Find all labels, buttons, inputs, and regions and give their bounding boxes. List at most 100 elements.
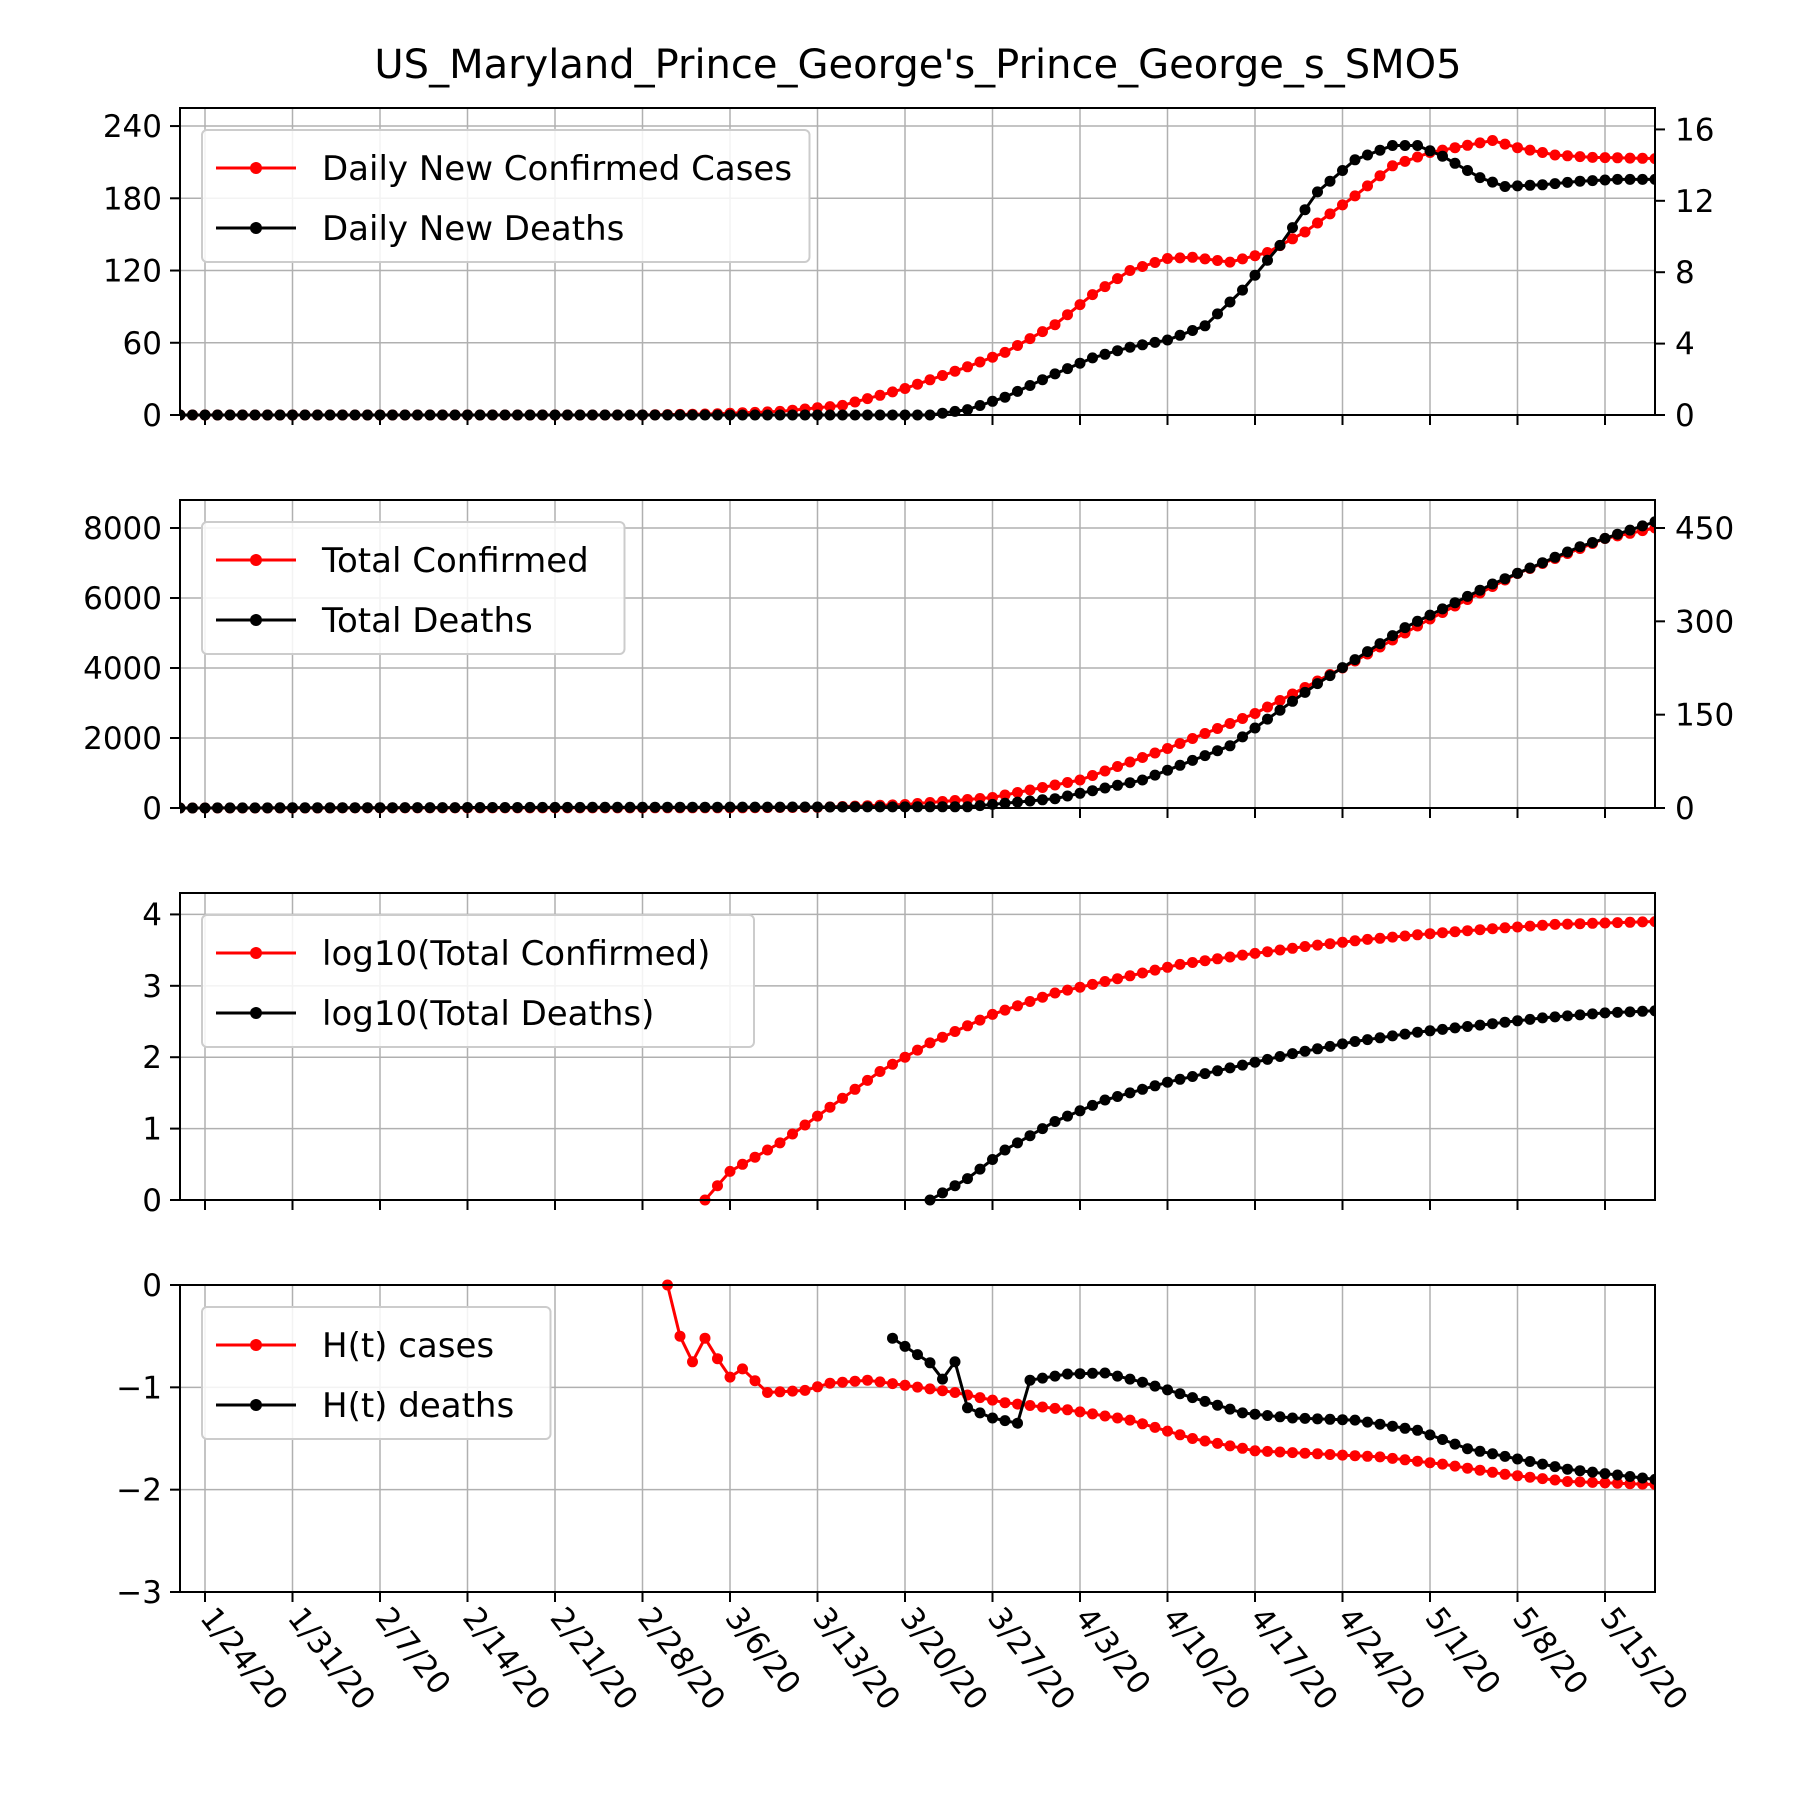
data-point: [912, 801, 923, 813]
data-point: [912, 1381, 923, 1393]
data-point: [1137, 261, 1148, 272]
data-point: [1474, 172, 1486, 184]
data-point: [1037, 991, 1048, 1003]
data-point: [1299, 941, 1311, 952]
data-point: [1074, 774, 1086, 786]
data-point: [1387, 1452, 1398, 1464]
data-point: [962, 801, 973, 813]
data-point: [1487, 923, 1498, 935]
data-point: [962, 1402, 973, 1414]
series-group: [699, 916, 1655, 1206]
data-point: [812, 1381, 823, 1393]
data-point: [1099, 348, 1111, 360]
data-point: [1537, 147, 1548, 158]
plot-frame: [179, 1284, 1656, 1593]
x-tick-label: 2/21/20: [543, 1601, 645, 1717]
data-point: [1512, 1015, 1523, 1027]
data-point: [1499, 573, 1511, 585]
data-point: [1349, 154, 1361, 166]
x-tick-label: 4/24/20: [1330, 1601, 1432, 1717]
data-point: [1474, 1464, 1486, 1476]
data-point: [1124, 970, 1136, 982]
data-point: [912, 1044, 923, 1056]
legend-box: [201, 129, 811, 263]
data-point: [1624, 173, 1636, 185]
data-point: [1412, 929, 1423, 941]
data-point: [1087, 1367, 1098, 1379]
data-point: [1599, 1007, 1611, 1019]
data-point: [1187, 754, 1198, 766]
data-point: [1312, 1043, 1323, 1055]
data-point: [1112, 1370, 1123, 1382]
data-point: [1349, 190, 1361, 202]
y-tick-label: 1: [142, 1112, 162, 1148]
data-point: [999, 789, 1011, 801]
data-point: [1112, 1412, 1123, 1424]
data-point: [1449, 142, 1461, 154]
data-point: [1412, 140, 1423, 151]
data-point: [949, 1356, 961, 1368]
data-point: [1324, 175, 1336, 187]
data-point: [887, 801, 898, 813]
data-point: [1412, 615, 1423, 627]
data-point: [1187, 957, 1198, 968]
data-point: [1099, 1094, 1111, 1106]
data-point: [1174, 1388, 1186, 1400]
data-point: [1049, 368, 1061, 380]
data-point: [1024, 1130, 1036, 1142]
data-point: [1074, 357, 1086, 369]
data-point: [1274, 1051, 1286, 1062]
data-point: [1337, 936, 1348, 948]
data-point: [987, 1154, 998, 1165]
data-point: [1237, 731, 1248, 743]
data-point: [924, 1037, 936, 1049]
data-point: [1449, 597, 1461, 609]
data-point: [1362, 1416, 1373, 1428]
data-point: [862, 1074, 873, 1086]
data-point: [1312, 939, 1323, 951]
data-point: [1324, 1040, 1336, 1052]
data-point: [1587, 1008, 1598, 1020]
data-point: [1249, 708, 1261, 719]
data-point: [1074, 299, 1086, 311]
data-point: [999, 1144, 1011, 1156]
data-point: [949, 1026, 961, 1037]
data-point: [1024, 333, 1036, 345]
data-point: [849, 1083, 861, 1095]
data-point: [762, 1387, 773, 1398]
legend-swatch-marker: [250, 1399, 262, 1411]
legend-swatch-marker: [250, 554, 262, 566]
data-point: [1249, 722, 1261, 734]
data-point: [824, 401, 836, 413]
series-group: [662, 1279, 1655, 1490]
data-point: [1387, 1030, 1398, 1042]
data-point: [1649, 173, 1655, 185]
data-point: [799, 1119, 811, 1131]
data-point: [1437, 150, 1448, 162]
data-point: [1012, 796, 1023, 808]
data-point: [1424, 1025, 1436, 1037]
data-point: [987, 1412, 998, 1424]
data-point: [824, 1101, 836, 1113]
data-point: [1124, 1414, 1136, 1426]
legend: log10(Total Confirmed) log10(Total Deaths…: [201, 914, 755, 1048]
data-point: [1162, 764, 1173, 776]
data-point: [1012, 385, 1023, 397]
data-point: [1612, 1469, 1623, 1481]
data-point: [1412, 1026, 1423, 1038]
data-point: [924, 1357, 936, 1369]
plot-frame: [179, 499, 1656, 809]
data-point: [1424, 609, 1436, 621]
data-point: [1449, 157, 1461, 169]
data-point: [1187, 1392, 1198, 1404]
data-point: [1649, 1473, 1655, 1485]
y-tick-label: 180: [103, 181, 162, 217]
data-point: [1474, 137, 1486, 149]
legend-label: Daily New Deaths: [322, 209, 624, 249]
data-point: [1162, 1425, 1173, 1437]
data-point: [849, 396, 861, 408]
data-point: [1487, 176, 1498, 188]
data-point: [1362, 149, 1373, 161]
data-point: [1237, 253, 1248, 265]
data-point: [1174, 1429, 1186, 1441]
